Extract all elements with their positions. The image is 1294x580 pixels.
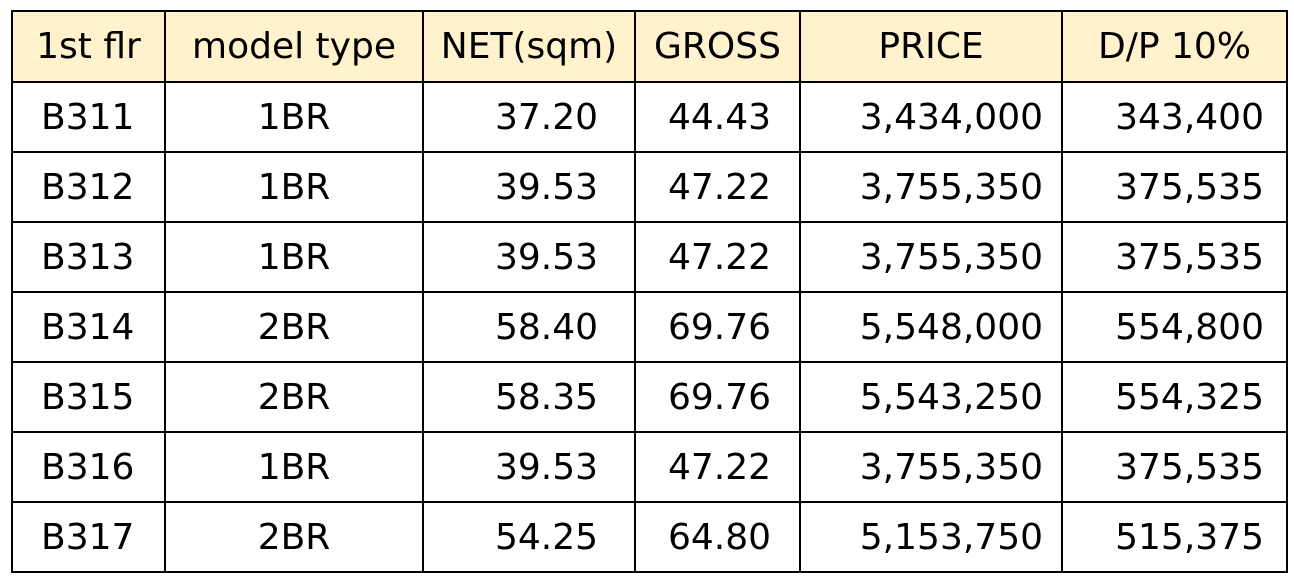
unit-cell: B315 [11,361,166,433]
gross-area-cell: 47.22 [634,221,801,293]
down-payment-cell: 343,400 [1061,81,1288,153]
net-area-cell: 54.25 [422,501,636,573]
gross-area-cell: 47.22 [634,431,801,503]
table-body: B311 1BR 37.20 44.43 3,434,000 343,400 B312 1BR… [11,81,1288,573]
header-down-payment: D/P 10% [1061,10,1288,83]
table-row: B311 1BR 37.20 44.43 3,434,000 343,400 [11,81,1288,153]
price-cell: 3,755,350 [799,151,1063,223]
table-row: B313 1BR 39.53 47.22 3,755,350 375,535 [11,221,1288,293]
net-area-cell: 37.20 [422,81,636,153]
net-area-cell: 39.53 [422,151,636,223]
down-payment-cell: 375,535 [1061,221,1288,293]
gross-area-cell: 69.76 [634,291,801,363]
model-type-cell: 1BR [164,431,424,503]
down-payment-cell: 375,535 [1061,151,1288,223]
price-cell: 5,543,250 [799,361,1063,433]
gross-area-cell: 47.22 [634,151,801,223]
price-cell: 3,755,350 [799,221,1063,293]
header-net: NET(sqm) [422,10,636,83]
units-price-table: 1st flr model type NET(sqm) GROSS PRICE … [11,10,1288,573]
header-row: 1st flr model type NET(sqm) GROSS PRICE … [11,10,1288,83]
net-area-cell: 39.53 [422,431,636,503]
price-cell: 5,153,750 [799,501,1063,573]
price-cell: 3,434,000 [799,81,1063,153]
down-payment-cell: 554,325 [1061,361,1288,433]
model-type-cell: 2BR [164,361,424,433]
unit-cell: B312 [11,151,166,223]
net-area-cell: 39.53 [422,221,636,293]
down-payment-cell: 515,375 [1061,501,1288,573]
table-row: B316 1BR 39.53 47.22 3,755,350 375,535 [11,431,1288,503]
header-price: PRICE [799,10,1063,83]
price-cell: 3,755,350 [799,431,1063,503]
model-type-cell: 2BR [164,291,424,363]
unit-cell: B311 [11,81,166,153]
table-row: B314 2BR 58.40 69.76 5,548,000 554,800 [11,291,1288,363]
net-area-cell: 58.40 [422,291,636,363]
down-payment-cell: 554,800 [1061,291,1288,363]
table-row: B317 2BR 54.25 64.80 5,153,750 515,375 [11,501,1288,573]
unit-cell: B313 [11,221,166,293]
model-type-cell: 2BR [164,501,424,573]
gross-area-cell: 69.76 [634,361,801,433]
table-row: B315 2BR 58.35 69.76 5,543,250 554,325 [11,361,1288,433]
price-cell: 5,548,000 [799,291,1063,363]
net-area-cell: 58.35 [422,361,636,433]
model-type-cell: 1BR [164,151,424,223]
gross-area-cell: 64.80 [634,501,801,573]
header-floor: 1st flr [11,10,166,83]
unit-cell: B317 [11,501,166,573]
header-model-type: model type [164,10,424,83]
gross-area-cell: 44.43 [634,81,801,153]
unit-cell: B314 [11,291,166,363]
table-row: B312 1BR 39.53 47.22 3,755,350 375,535 [11,151,1288,223]
header-gross: GROSS [634,10,801,83]
down-payment-cell: 375,535 [1061,431,1288,503]
model-type-cell: 1BR [164,221,424,293]
model-type-cell: 1BR [164,81,424,153]
unit-cell: B316 [11,431,166,503]
